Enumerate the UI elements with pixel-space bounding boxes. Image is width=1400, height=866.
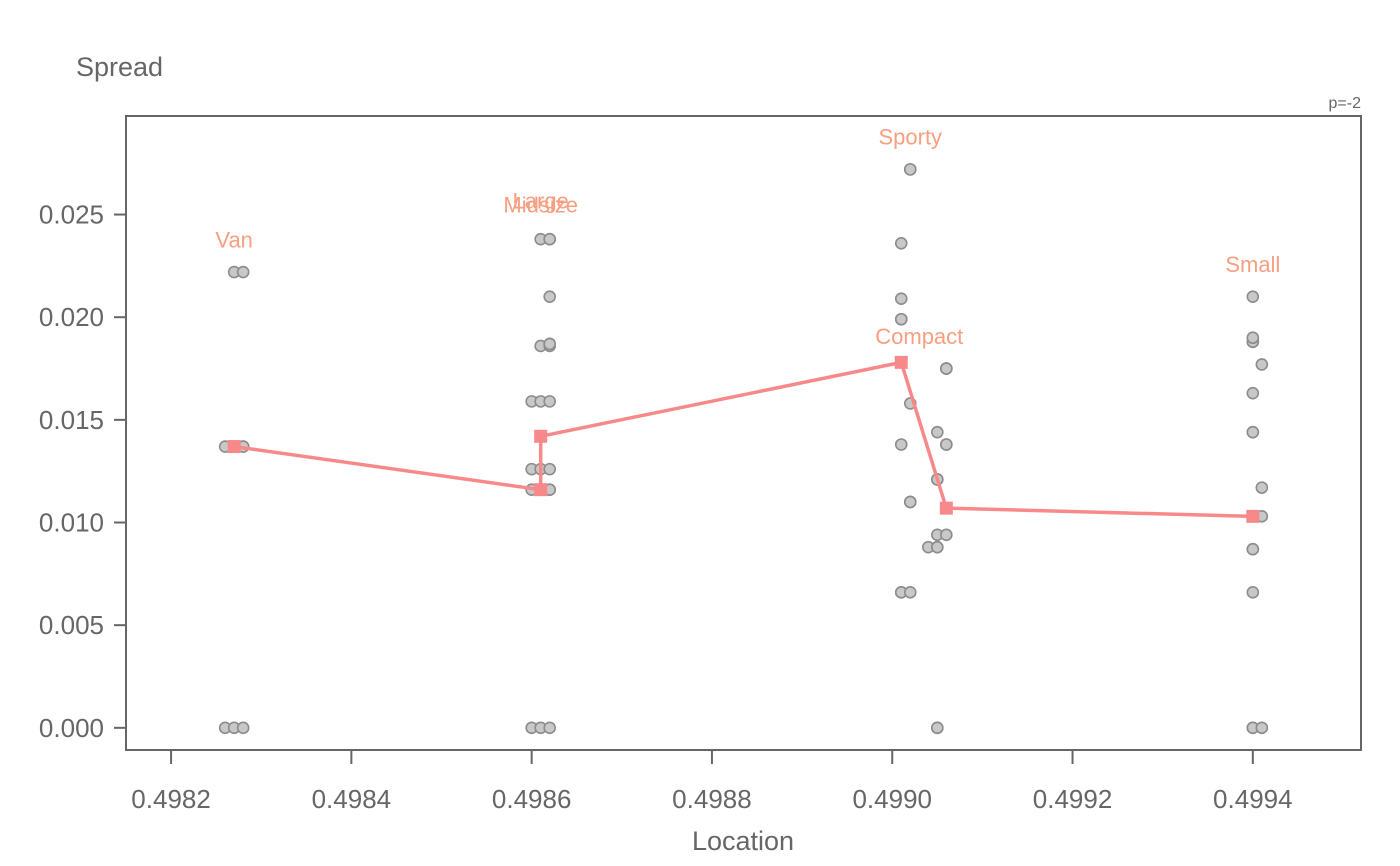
- data-point: [236, 265, 250, 279]
- data-point: [543, 232, 556, 246]
- group-label-sporty: Sporty: [878, 125, 942, 150]
- data-point: [1255, 481, 1269, 494]
- mean-marker: [534, 483, 548, 497]
- data-point: [543, 721, 556, 735]
- plot-frame: [125, 115, 1362, 751]
- data-point: [940, 362, 953, 375]
- data-point: [543, 395, 556, 408]
- data-point: [894, 312, 908, 326]
- y-axis: 0.000 0.005 0.010 0.015 0.020 0.025: [39, 200, 126, 743]
- data-point: [903, 586, 917, 599]
- x-tick-label: 0.4986: [492, 784, 572, 814]
- mean-marker: [894, 355, 908, 369]
- data-point: [1246, 425, 1260, 439]
- group-label-midsize: Midsize: [503, 192, 578, 217]
- y-tick-label: 0.025: [39, 200, 104, 230]
- data-point: [931, 721, 944, 735]
- data-point: [1246, 290, 1260, 303]
- data-point: [940, 528, 953, 542]
- x-tick-label: 0.4984: [312, 784, 392, 814]
- y-tick-label: 0.005: [39, 610, 104, 640]
- y-tick-label: 0.020: [39, 302, 104, 332]
- x-axis-title: Location: [692, 826, 794, 856]
- corner-note: p=-2: [1329, 95, 1362, 112]
- x-tick-label: 0.4990: [852, 784, 932, 814]
- data-point: [236, 721, 250, 735]
- data-point: [894, 236, 908, 250]
- data-point: [940, 438, 953, 451]
- data-point: [1255, 358, 1269, 371]
- data-point: [1246, 331, 1260, 345]
- mean-marker: [1246, 509, 1260, 523]
- y-axis-title: Spread: [76, 52, 163, 82]
- data-point: [1255, 721, 1269, 735]
- mean-line: [233, 360, 1253, 519]
- scatter-points: [218, 163, 1269, 735]
- data-point: [931, 540, 944, 554]
- data-point: [543, 462, 556, 476]
- group-label-large: Large: [513, 188, 569, 213]
- data-point: [543, 337, 556, 351]
- x-tick-label: 0.4992: [1033, 784, 1113, 814]
- data-point: [894, 292, 908, 306]
- y-tick-label: 0.015: [39, 405, 104, 435]
- y-tick-label: 0.000: [39, 713, 104, 743]
- data-point: [1246, 386, 1260, 400]
- group-label-van: Van: [215, 227, 253, 252]
- x-tick-label: 0.4988: [672, 784, 752, 814]
- data-point: [1246, 586, 1260, 599]
- data-point: [543, 290, 556, 303]
- data-point: [894, 438, 908, 451]
- mean-marker: [939, 501, 953, 515]
- group-label-compact: Compact: [875, 324, 963, 349]
- data-point: [1246, 542, 1260, 556]
- mean-line-series: [227, 355, 1260, 523]
- x-tick-label: 0.4982: [131, 784, 211, 814]
- mean-marker: [227, 440, 241, 454]
- x-axis: 0.4982 0.4984 0.4986 0.4988 0.4990 0.4992 0.49…: [131, 750, 1293, 814]
- y-tick-label: 0.010: [39, 508, 104, 538]
- data-point: [931, 425, 944, 439]
- group-label-small: Small: [1225, 252, 1280, 277]
- x-tick-label: 0.4994: [1213, 784, 1293, 814]
- data-point: [903, 495, 917, 509]
- mean-marker: [534, 429, 548, 443]
- data-point: [903, 163, 917, 176]
